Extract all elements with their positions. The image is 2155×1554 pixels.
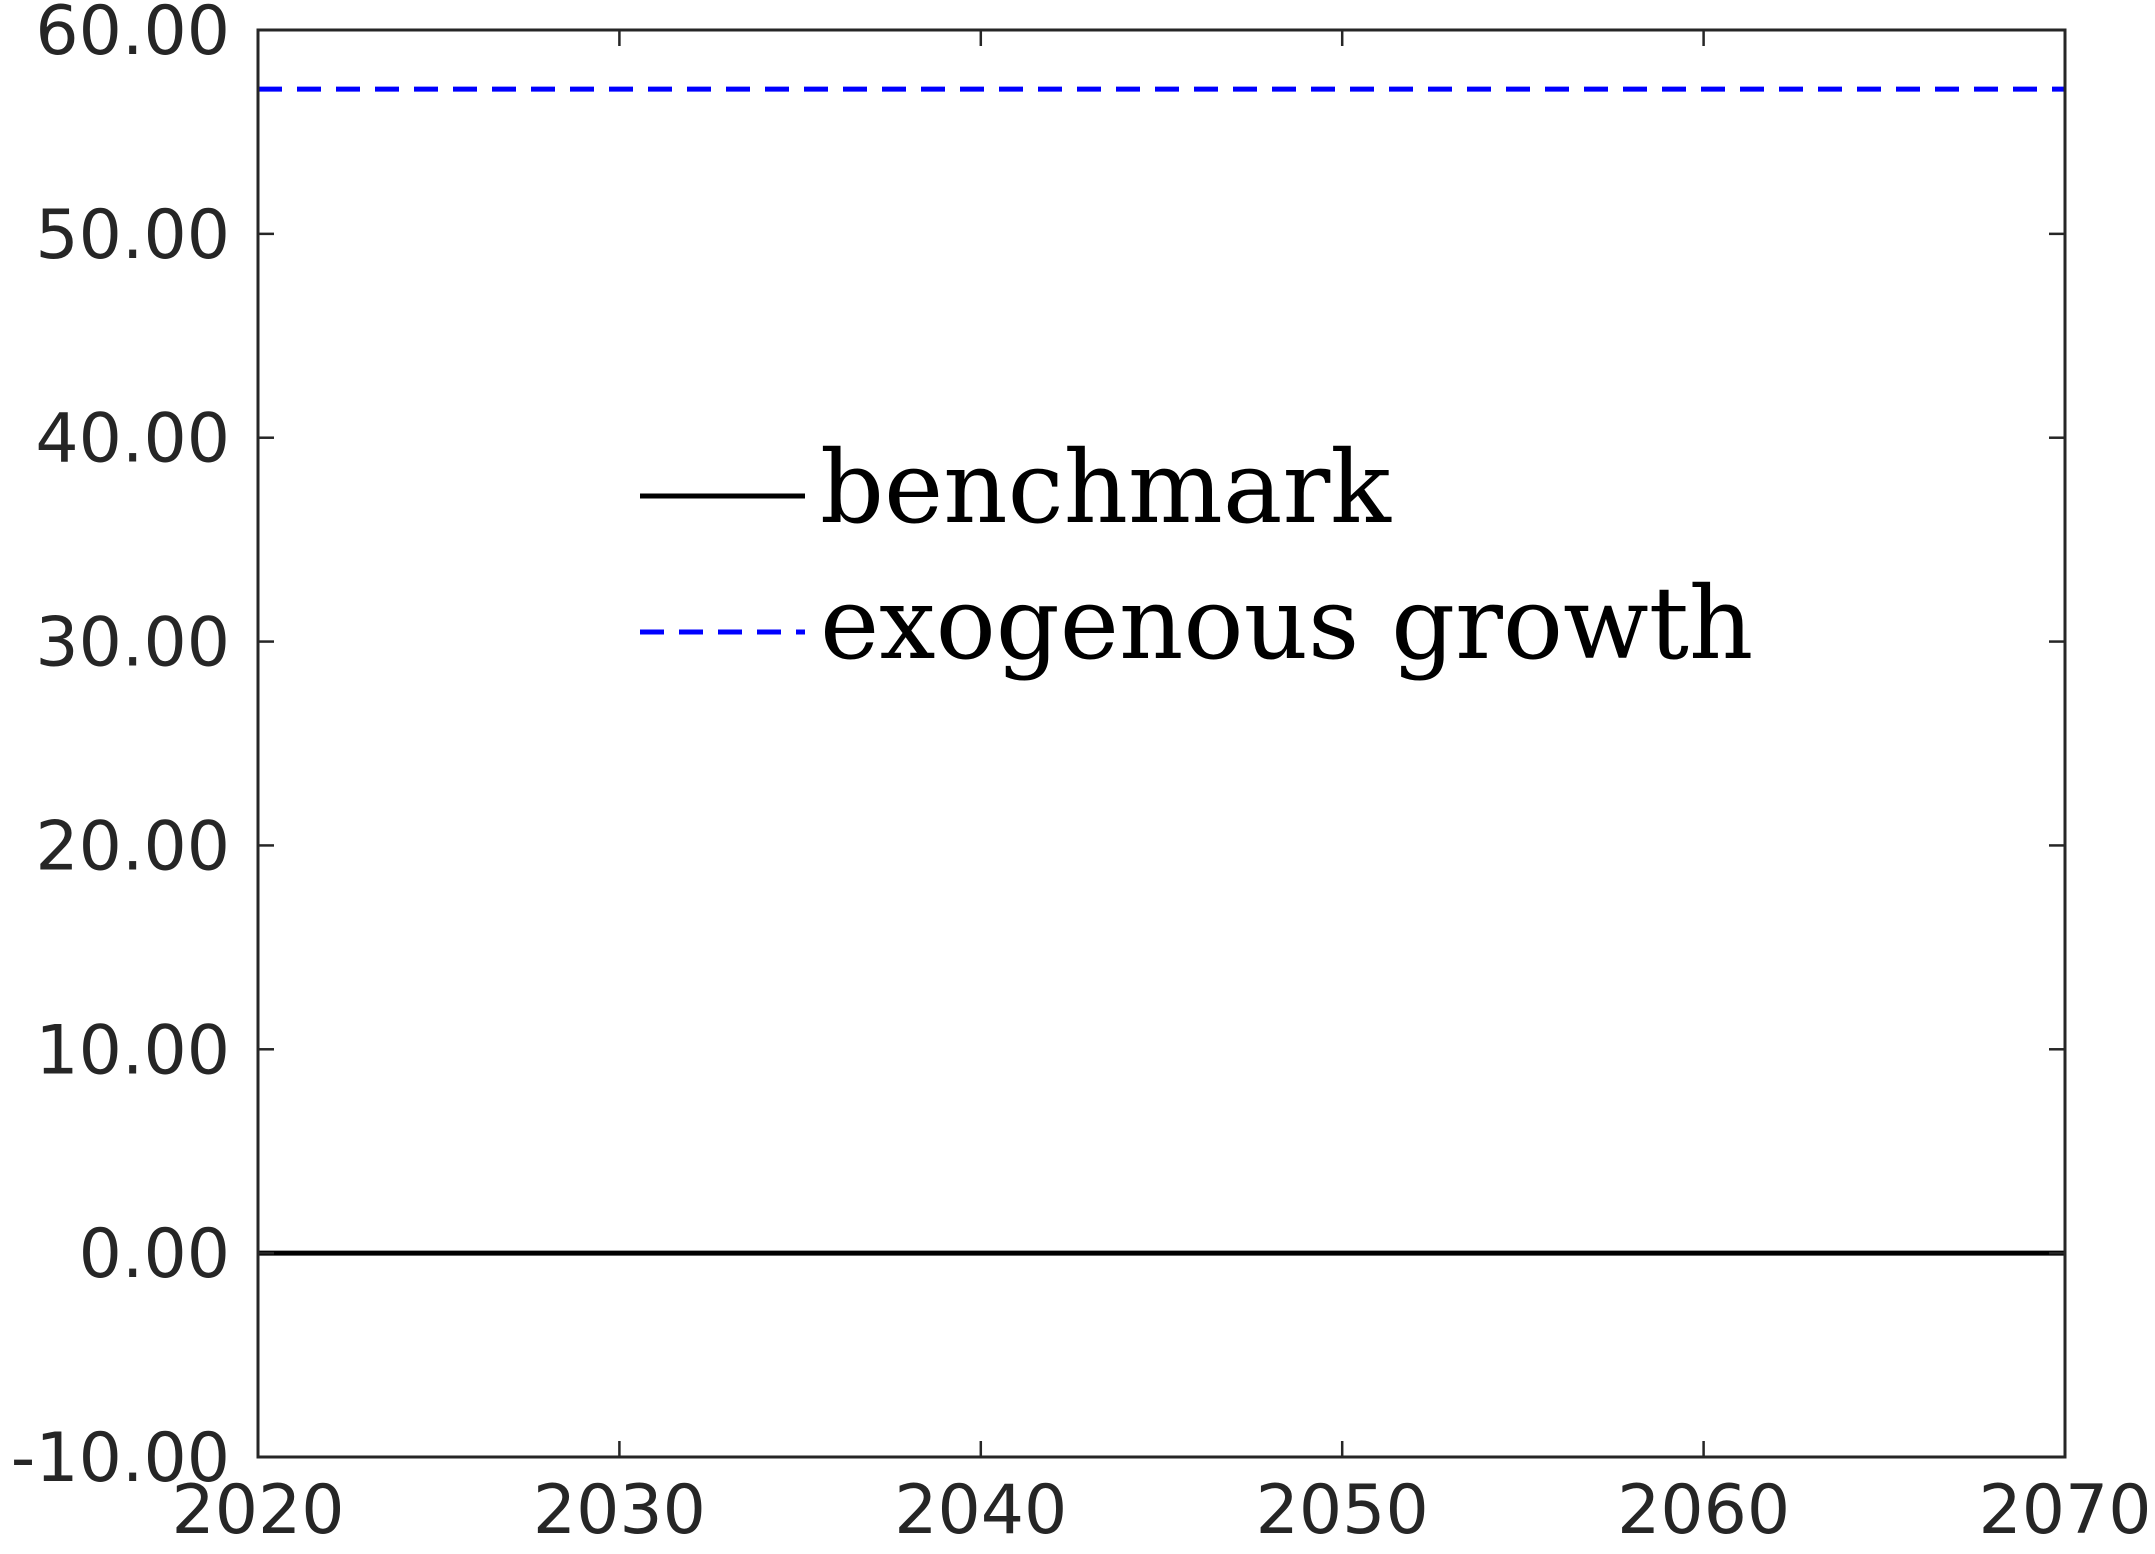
x-tick-label: 2030	[533, 1471, 706, 1550]
y-tick-label: 60.00	[35, 0, 230, 71]
y-tick-label: -10.00	[11, 1419, 230, 1498]
y-tick-label: 10.00	[35, 1011, 230, 1090]
plot-area	[258, 30, 2065, 1457]
y-tick-label: 20.00	[35, 807, 230, 886]
x-tick-label: 2070	[1978, 1471, 2151, 1550]
series-layer	[258, 86, 2065, 1256]
tick-layer: 2020 2030 2040 2050 2060 2070 60.00 50.00 40.00 3…	[11, 0, 2152, 1550]
plot-frame	[256, 28, 2067, 1459]
x-tick-label: 2050	[1256, 1471, 1429, 1550]
legend: benchmark exogenous growth	[640, 429, 1753, 682]
legend-label-1: benchmark	[820, 429, 1392, 546]
y-tick-label: 40.00	[35, 400, 230, 479]
x-tick-label: 2020	[171, 1471, 344, 1550]
y-tick-label: 50.00	[35, 196, 230, 275]
x-tick-label: 2060	[1617, 1471, 1790, 1550]
x-tick-label: 2040	[894, 1471, 1067, 1550]
y-tick-label: 0.00	[79, 1215, 230, 1294]
legend-label-2: exogenous growth	[820, 565, 1753, 682]
y-tick-label: 30.00	[35, 604, 230, 683]
